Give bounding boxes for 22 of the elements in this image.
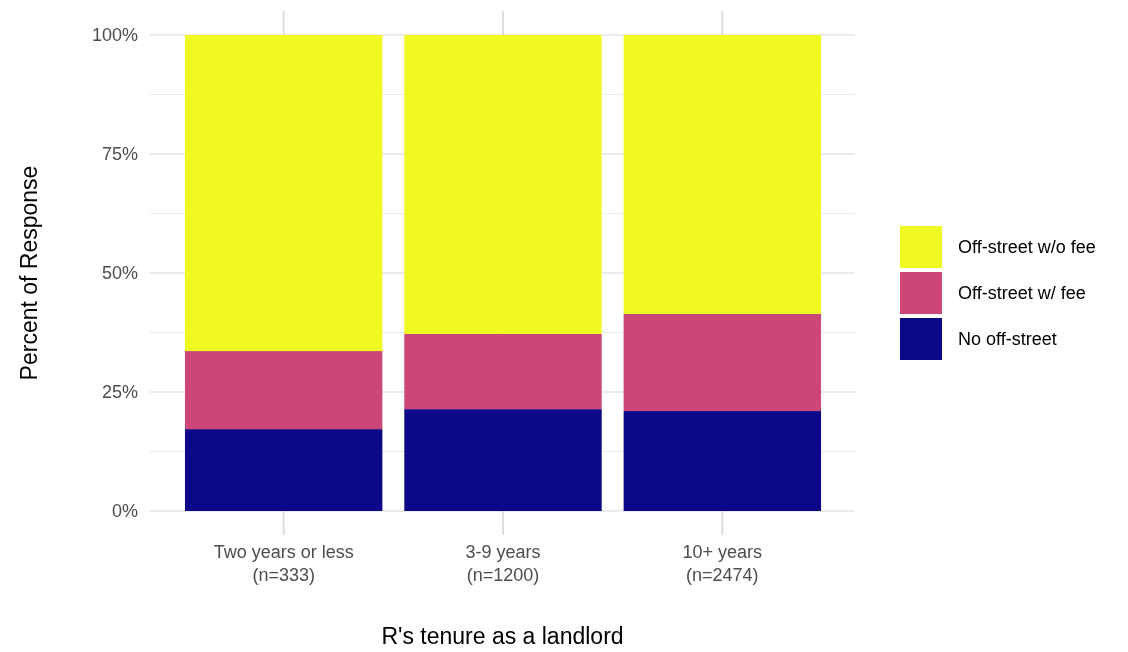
legend-label: Off-street w/ fee: [958, 283, 1086, 304]
y-tick-label: 0%: [111, 501, 138, 522]
y-tick-label: 75%: [101, 144, 138, 165]
bar: [404, 35, 602, 334]
bar: [404, 409, 602, 511]
x-tick-label: 3-9 years (n=1200): [465, 542, 541, 585]
legend-label: No off-street: [958, 329, 1057, 350]
x-tick-label: Two years or less (n=333): [213, 542, 354, 585]
bar: [623, 411, 822, 511]
x-axis-title: R's tenure as a landlord: [381, 623, 624, 649]
bar: [184, 429, 383, 511]
y-tick-label: 100%: [91, 25, 138, 46]
bar: [184, 35, 383, 352]
y-axis-title: Percent of Response: [16, 165, 42, 381]
y-tick-label: 25%: [101, 382, 138, 403]
legend-label: Off-street w/o fee: [958, 237, 1096, 258]
bar: [404, 333, 602, 410]
bar: [184, 351, 383, 430]
bar: [623, 313, 822, 412]
y-tick-label: 50%: [101, 263, 138, 284]
x-tick-label: 10+ years (n=2474): [682, 542, 763, 585]
bar: [623, 35, 822, 314]
